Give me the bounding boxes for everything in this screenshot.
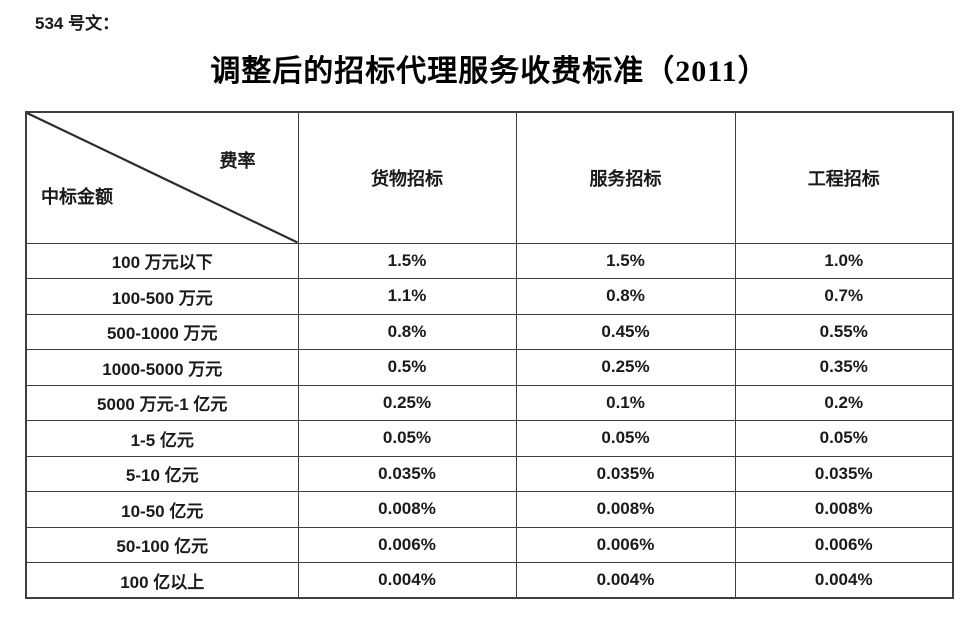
rate-cell: 1.0% xyxy=(734,242,954,279)
row-label: 100 亿以上 xyxy=(25,562,299,599)
row-label: 1-5 亿元 xyxy=(25,420,299,457)
rate-cell: 0.05% xyxy=(297,420,517,457)
rate-cell: 0.05% xyxy=(734,420,954,457)
rate-cell: 0.035% xyxy=(734,455,954,492)
rate-cell: 0.35% xyxy=(734,349,954,386)
table-row: 1000-5000 万元 0.5% 0.25% 0.35% xyxy=(25,349,954,386)
table-row: 100-500 万元 1.1% 0.8% 0.7% xyxy=(25,278,954,315)
rate-cell: 1.5% xyxy=(515,242,736,279)
rate-cell: 0.004% xyxy=(515,562,736,599)
rate-cell: 0.7% xyxy=(734,278,954,315)
column-header-goods: 货物招标 xyxy=(297,111,517,244)
table-row: 5000 万元-1 亿元 0.25% 0.1% 0.2% xyxy=(25,384,954,421)
row-label: 5000 万元-1 亿元 xyxy=(25,384,299,421)
row-label: 500-1000 万元 xyxy=(25,313,299,350)
rate-cell: 0.008% xyxy=(515,491,736,528)
column-header-services: 服务招标 xyxy=(515,111,736,244)
row-label: 10-50 亿元 xyxy=(25,491,299,528)
rate-cell: 0.25% xyxy=(515,349,736,386)
rate-cell: 0.2% xyxy=(734,384,954,421)
table-row: 1-5 亿元 0.05% 0.05% 0.05% xyxy=(25,420,954,457)
rate-cell: 1.5% xyxy=(297,242,517,279)
rate-cell: 0.05% xyxy=(515,420,736,457)
row-label: 50-100 亿元 xyxy=(25,526,299,563)
column-header-engineering: 工程招标 xyxy=(734,111,954,244)
rate-cell: 0.55% xyxy=(734,313,954,350)
table-row: 5-10 亿元 0.035% 0.035% 0.035% xyxy=(25,455,954,492)
rate-cell: 0.008% xyxy=(734,491,954,528)
row-label: 5-10 亿元 xyxy=(25,455,299,492)
row-label: 1000-5000 万元 xyxy=(25,349,299,386)
rate-cell: 0.004% xyxy=(297,562,517,599)
diagonal-divider-line xyxy=(27,113,297,242)
rate-cell: 0.006% xyxy=(734,526,954,563)
table-row: 100 亿以上 0.004% 0.004% 0.004% xyxy=(25,562,954,599)
rate-cell: 0.035% xyxy=(515,455,736,492)
header-row: 费率 中标金额 货物招标 服务招标 工程招标 xyxy=(25,111,954,244)
rate-cell: 0.008% xyxy=(297,491,517,528)
rate-cell: 0.5% xyxy=(297,349,517,386)
doc-number-label: 534 号文： xyxy=(35,14,120,33)
corner-label-amount: 中标金额 xyxy=(41,187,113,207)
rate-cell: 0.004% xyxy=(734,562,954,599)
table-row: 10-50 亿元 0.008% 0.008% 0.008% xyxy=(25,491,954,528)
corner-header-cell: 费率 中标金额 xyxy=(25,111,299,244)
fee-table-body: 100 万元以下 1.5% 1.5% 1.0% 100-500 万元 1.1% … xyxy=(25,242,954,599)
rate-cell: 0.006% xyxy=(515,526,736,563)
table-row: 500-1000 万元 0.8% 0.45% 0.55% xyxy=(25,313,954,350)
rate-cell: 0.035% xyxy=(297,455,517,492)
rate-cell: 1.1% xyxy=(297,278,517,315)
rate-cell: 0.006% xyxy=(297,526,517,563)
row-label: 100-500 万元 xyxy=(25,278,299,315)
rate-cell: 0.45% xyxy=(515,313,736,350)
rate-cell: 0.8% xyxy=(515,278,736,315)
corner-label-rate: 费率 xyxy=(219,151,256,171)
rate-cell: 0.25% xyxy=(297,384,517,421)
rate-cell: 0.1% xyxy=(515,384,736,421)
row-label: 100 万元以下 xyxy=(25,242,299,279)
table-row: 100 万元以下 1.5% 1.5% 1.0% xyxy=(25,242,954,279)
fee-table: 费率 中标金额 货物招标 服务招标 工程招标 100 万元以下 1.5% 1.5… xyxy=(25,111,954,599)
rate-cell: 0.8% xyxy=(297,313,517,350)
page-title: 调整后的招标代理服务收费标准（2011） xyxy=(210,55,769,88)
table-row: 50-100 亿元 0.006% 0.006% 0.006% xyxy=(25,526,954,563)
